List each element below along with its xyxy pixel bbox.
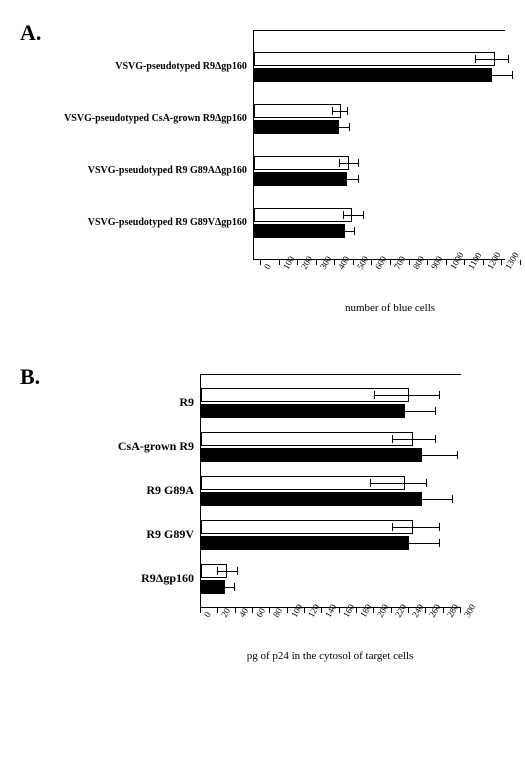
x-axis: 0204060801001201401601802002202402602803… bbox=[200, 608, 460, 648]
tick-label: 0 bbox=[262, 262, 273, 271]
error-bar bbox=[409, 543, 439, 544]
error-bar bbox=[422, 455, 457, 456]
category-label: R9Δgp160 bbox=[141, 571, 200, 586]
error-bar bbox=[225, 587, 234, 588]
tick-label: 80 bbox=[271, 606, 284, 619]
category-label: R9 G89V bbox=[146, 527, 200, 542]
error-bar bbox=[392, 439, 435, 440]
category-label: CsA-grown R9 bbox=[118, 439, 200, 454]
panel-a: A. VSVG-pseudotyped R9Δgp160VSVG-pseudot… bbox=[20, 20, 505, 314]
panel-a-label: A. bbox=[20, 20, 41, 46]
bar bbox=[201, 404, 405, 418]
category-label: VSVG-pseudotyped R9 G89VΔgp160 bbox=[88, 217, 253, 228]
bar bbox=[201, 536, 409, 550]
x-axis: 0100200300400500600700800900100011001200… bbox=[260, 260, 520, 300]
error-bar bbox=[345, 231, 354, 232]
bar bbox=[201, 448, 422, 462]
panel-b: B. R9 CsA-grown R9 R9 G89A R9 G89V R9Δgp160 0… bbox=[20, 364, 505, 662]
bar bbox=[254, 172, 347, 186]
error-bar bbox=[405, 411, 435, 412]
bar bbox=[254, 208, 352, 222]
error-bar bbox=[492, 75, 512, 76]
tick-label: 1300 bbox=[503, 250, 521, 271]
category-label: R9 bbox=[179, 395, 200, 410]
error-bar bbox=[343, 215, 363, 216]
x-axis-title: pg of p24 in the cytosol of target cells bbox=[200, 650, 460, 662]
bar bbox=[201, 520, 413, 534]
error-bar bbox=[347, 179, 358, 180]
bar bbox=[201, 580, 225, 594]
category-label: VSVG-pseudotyped R9 G89AΔgp160 bbox=[88, 165, 253, 176]
panel-b-label: B. bbox=[20, 364, 40, 390]
bar bbox=[254, 156, 349, 170]
error-bar bbox=[339, 127, 348, 128]
category-label: VSVG-pseudotyped R9Δgp160 bbox=[115, 61, 253, 72]
error-bar bbox=[339, 163, 358, 164]
tick-label: 0 bbox=[202, 610, 213, 619]
tick-label: 60 bbox=[254, 606, 267, 619]
bar bbox=[254, 120, 339, 134]
error-bar bbox=[374, 395, 439, 396]
bar bbox=[201, 432, 413, 446]
error-bar bbox=[370, 483, 426, 484]
bar bbox=[254, 52, 495, 66]
panelB-chart: R9 CsA-grown R9 R9 G89A R9 G89V R9Δgp160 0 20 4… bbox=[50, 364, 505, 662]
tick-label: 20 bbox=[219, 606, 232, 619]
panelA-chart: VSVG-pseudotyped R9Δgp160 VSVG-pseudotype… bbox=[50, 20, 505, 314]
tick-label: 40 bbox=[237, 606, 250, 619]
category-label: R9 G89A bbox=[146, 483, 200, 498]
error-bar bbox=[392, 527, 440, 528]
bar bbox=[254, 68, 492, 82]
error-bar bbox=[422, 499, 452, 500]
bar bbox=[254, 104, 341, 118]
x-axis-title: number of blue cells bbox=[260, 302, 520, 314]
error-bar bbox=[217, 571, 238, 572]
error-bar bbox=[475, 59, 508, 60]
category-label: VSVG-pseudotyped CsA-grown R9Δgp160 bbox=[64, 113, 253, 124]
bar bbox=[254, 224, 345, 238]
error-bar bbox=[332, 111, 347, 112]
bar bbox=[201, 492, 422, 506]
